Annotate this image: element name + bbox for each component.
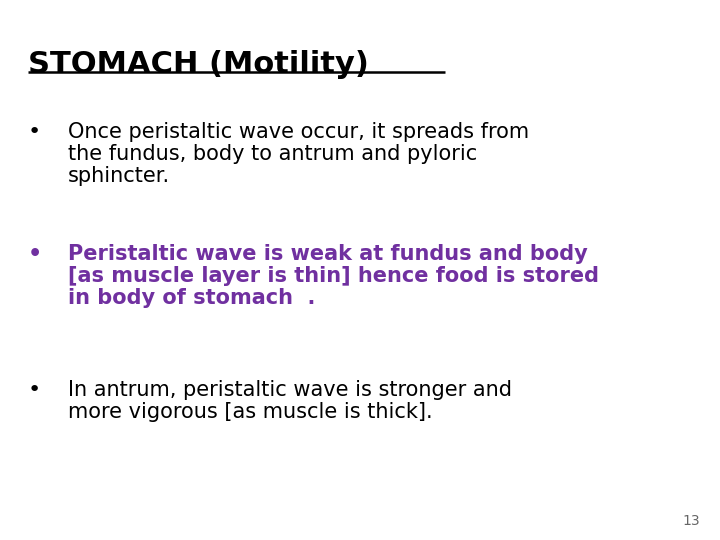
Text: in body of stomach  .: in body of stomach . (68, 288, 315, 308)
Text: STOMACH (Motility): STOMACH (Motility) (28, 50, 369, 79)
Text: In antrum, peristaltic wave is stronger and: In antrum, peristaltic wave is stronger … (68, 380, 512, 400)
Text: •: • (28, 244, 42, 264)
Text: more vigorous [as muscle is thick].: more vigorous [as muscle is thick]. (68, 402, 433, 422)
Text: sphincter.: sphincter. (68, 166, 170, 186)
Text: [as muscle layer is thin] hence food is stored: [as muscle layer is thin] hence food is … (68, 266, 599, 286)
Text: •: • (28, 380, 41, 400)
Text: Peristaltic wave is weak at fundus and body: Peristaltic wave is weak at fundus and b… (68, 244, 588, 264)
Text: Once peristaltic wave occur, it spreads from: Once peristaltic wave occur, it spreads … (68, 122, 529, 142)
Text: 13: 13 (683, 514, 700, 528)
Text: the fundus, body to antrum and pyloric: the fundus, body to antrum and pyloric (68, 144, 477, 164)
Text: •: • (28, 122, 41, 142)
